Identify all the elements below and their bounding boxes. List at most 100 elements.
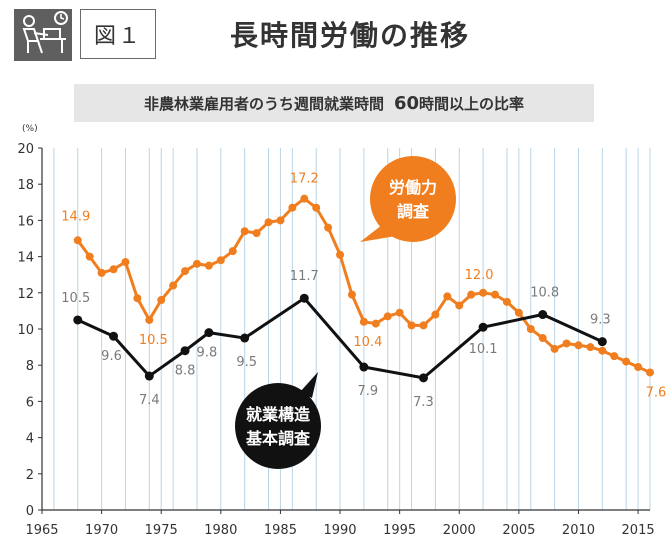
structure-callout-text: 基本調査	[245, 429, 310, 448]
structure-point	[418, 373, 428, 383]
y-tick-label: 0	[26, 504, 34, 519]
structure-data-label: 9.3	[590, 313, 611, 328]
x-tick-label: 2010	[562, 523, 595, 538]
labor-force-data-label: 10.4	[353, 335, 382, 350]
structure-point	[73, 315, 83, 325]
y-tick-label: 8	[26, 359, 34, 374]
y-tick-label: 6	[26, 395, 34, 410]
structure-data-label: 9.8	[197, 346, 218, 361]
header: 図１ 長時間労働の推移	[0, 0, 670, 70]
labor-force-point	[383, 312, 392, 321]
labor-force-point	[610, 352, 619, 361]
structure-data-label: 10.1	[469, 342, 498, 357]
labor-force-point	[431, 310, 440, 319]
structure-point	[478, 322, 488, 332]
structure-callout-text: 就業構造	[246, 405, 311, 424]
y-tick-label: 18	[17, 178, 34, 193]
labor-force-point	[288, 203, 297, 212]
x-tick-label: 1965	[25, 523, 58, 538]
labor-force-point	[109, 265, 118, 274]
data-labels: 14.9 10.5 17.2 10.4 12.0 7.6 10.5 9.6 7.4 8.89.8 9…	[61, 172, 666, 410]
x-tick-label: 1985	[264, 523, 297, 538]
y-tick-label: 4	[26, 432, 34, 447]
labor-force-point	[312, 203, 321, 212]
chart-subtitle: 非農林業雇用者のうち週間就業時間 60 時間以上の比率	[74, 84, 594, 122]
labor-force-callout-circle	[370, 156, 456, 242]
structure-data-label: 7.4	[139, 393, 160, 408]
labor-force-point	[264, 218, 273, 227]
structure-data-label: 11.7	[290, 269, 319, 284]
page-title: 長時間労働の推移	[229, 19, 470, 52]
series-lines	[73, 194, 654, 383]
labor-force-point	[455, 301, 464, 310]
subtitle-part1: 非農林業雇用者のうち週間就業時間	[143, 94, 384, 113]
labor-force-point	[300, 194, 309, 203]
labor-force-point	[407, 321, 416, 330]
labor-force-point	[121, 258, 130, 267]
labor-force-point	[479, 288, 488, 297]
y-tick-label: 2	[26, 468, 34, 483]
labor-force-point	[276, 216, 285, 225]
subtitle-part2: 60	[393, 92, 420, 114]
labor-force-point	[443, 292, 452, 301]
labor-force-point	[526, 325, 535, 333]
x-tick-label: 1975	[145, 523, 178, 538]
worker-desk-icon	[14, 9, 72, 61]
axes: 0 2 4 6 8 10 12 14 16 18 20 1965 1970 1975 1980 1985 199…	[17, 124, 654, 538]
structure-point	[299, 293, 309, 303]
structure-point	[144, 371, 154, 381]
labor-force-data-label: 7.6	[646, 385, 667, 400]
labor-force-callout-text: 労働力	[389, 178, 437, 197]
y-tick-label: 16	[17, 214, 34, 229]
structure-data-label: 10.5	[61, 291, 90, 306]
x-tick-label: 1990	[323, 523, 356, 538]
labor-force-point	[240, 227, 249, 236]
x-tick-label: 2005	[502, 523, 535, 538]
labor-force-point	[336, 250, 345, 259]
y-tick-label: 12	[17, 287, 34, 302]
labor-force-point	[216, 256, 225, 265]
labor-force-data-label: 12.0	[465, 268, 494, 283]
labor-force-point	[646, 368, 654, 377]
structure-data-label: 7.9	[358, 384, 379, 399]
labor-force-data-label: 14.9	[61, 209, 90, 224]
labor-force-point	[133, 294, 142, 303]
labor-force-point	[467, 290, 476, 299]
labor-force-point	[359, 317, 368, 326]
gridlines	[53, 148, 651, 510]
worker-desk-icon-graphic	[22, 11, 68, 54]
labor-force-point	[371, 319, 380, 328]
labor-force-point	[347, 290, 356, 299]
structure-data-label: 10.8	[530, 286, 559, 301]
structure-series-line	[77, 296, 603, 380]
labor-force-callout-text: 調査	[397, 202, 429, 221]
structure-point	[359, 362, 369, 372]
labor-force-point	[192, 259, 201, 268]
x-tick-label: 1980	[204, 523, 237, 538]
structure-point	[597, 337, 607, 347]
x-tick-label: 1970	[85, 523, 118, 538]
x-tick-label: 2015	[622, 523, 655, 538]
structure-point	[204, 328, 214, 338]
y-tick-label: 20	[17, 142, 34, 157]
labor-force-point	[550, 344, 559, 353]
labor-force-point	[562, 339, 571, 348]
subtitle-part3: 時間以上の比率	[419, 94, 525, 113]
structure-data-label: 7.3	[413, 395, 434, 410]
labor-force-data-label: 17.2	[290, 172, 319, 187]
labor-force-point	[586, 343, 595, 352]
structure-point	[538, 310, 548, 320]
labor-force-point	[598, 346, 607, 355]
labor-force-point	[145, 315, 154, 324]
x-tick-label: 2000	[443, 523, 476, 538]
labor-force-point	[419, 321, 428, 330]
figure-label: 図１	[80, 9, 156, 59]
y-tick-label: 10	[17, 323, 34, 338]
structure-data-label: 9.6	[101, 349, 122, 364]
labor-force-point	[157, 296, 166, 305]
structure-callout-tail	[300, 372, 318, 398]
labor-force-point	[634, 363, 643, 372]
x-tick-label: 1995	[383, 523, 416, 538]
